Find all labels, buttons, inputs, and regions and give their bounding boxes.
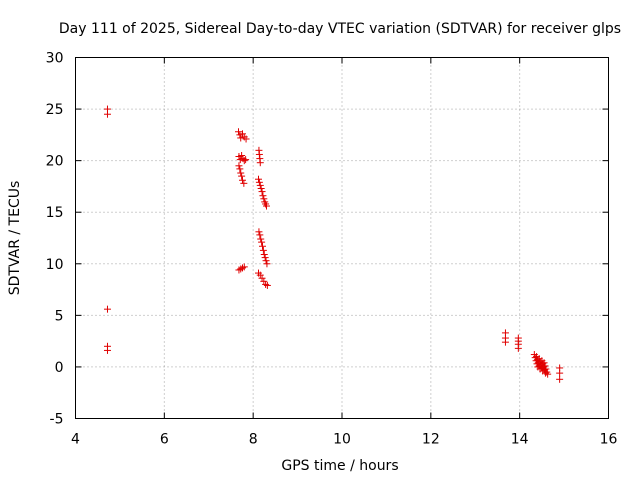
data-point: [544, 370, 552, 378]
data-point: [260, 195, 268, 203]
data-point: [540, 359, 548, 367]
data-point: [239, 264, 247, 272]
data-point: [260, 277, 268, 285]
data-point: [256, 271, 264, 279]
data-point: [242, 135, 250, 143]
y-axis-label: SDTVAR / TECUs: [7, 181, 23, 296]
data-point: [261, 254, 269, 262]
data-point: [263, 281, 271, 289]
y-tick-label: 20: [46, 154, 64, 170]
y-tick-label: 10: [46, 257, 64, 273]
data-point: [501, 338, 509, 346]
data-point: [514, 344, 522, 352]
y-tick-label: 15: [46, 205, 64, 221]
data-point: [256, 159, 264, 167]
axis-ticks: 4 6 8 10 12 14 16 -5 0 5 10 15 20 25 30: [46, 51, 618, 448]
x-tick-label: 6: [160, 432, 169, 448]
data-point: [257, 235, 265, 243]
data-point: [237, 265, 245, 273]
data-point: [259, 246, 267, 254]
data-point: [242, 156, 250, 164]
data-point: [262, 202, 270, 210]
grid-lines: [75, 57, 609, 419]
data-point: [238, 151, 246, 159]
x-tick-label: 12: [422, 432, 440, 448]
data-point: [258, 188, 266, 196]
data-point: [235, 128, 243, 136]
data-point: [240, 179, 248, 187]
y-tick-label: 30: [46, 51, 64, 67]
data-point: [239, 130, 247, 138]
data-point: [240, 263, 248, 271]
data-point: [262, 280, 270, 288]
data-point: [259, 192, 267, 200]
y-tick-label: 0: [55, 360, 64, 376]
data-point: [260, 251, 268, 259]
data-point: [556, 369, 564, 377]
plot-frame: [75, 57, 609, 419]
data-point: [103, 305, 111, 313]
data-point: [254, 175, 262, 183]
data-point: [255, 178, 263, 186]
x-tick-label: 14: [511, 432, 529, 448]
data-point: [240, 157, 248, 165]
data-point: [542, 365, 550, 373]
x-tick-label: 16: [600, 432, 618, 448]
x-tick-label: 10: [333, 432, 351, 448]
x-tick-label: 4: [71, 432, 80, 448]
data-point: [256, 181, 264, 189]
data-point: [256, 231, 264, 239]
data-points: [103, 105, 564, 383]
data-point: [258, 274, 266, 282]
chart-title: Day 111 of 2025, Sidereal Day-to-day VTE…: [59, 21, 621, 37]
data-point: [239, 176, 247, 184]
data-point: [258, 242, 266, 250]
y-tick-label: -5: [50, 412, 64, 428]
data-point: [238, 172, 246, 180]
data-point: [237, 169, 245, 177]
data-point: [255, 228, 263, 236]
data-point: [235, 266, 243, 274]
data-point: [541, 362, 549, 370]
y-tick-label: 25: [46, 102, 64, 118]
data-point: [258, 238, 266, 246]
data-point: [262, 257, 270, 265]
data-point: [556, 375, 564, 383]
data-point: [235, 162, 243, 170]
data-point: [263, 260, 271, 268]
data-point: [103, 346, 111, 354]
data-point: [103, 110, 111, 118]
x-axis-label: GPS time / hours: [281, 458, 398, 474]
data-point: [257, 184, 265, 192]
x-tick-label: 8: [249, 432, 258, 448]
y-tick-label: 5: [55, 308, 64, 324]
data-point: [236, 165, 244, 173]
data-point: [237, 134, 245, 142]
